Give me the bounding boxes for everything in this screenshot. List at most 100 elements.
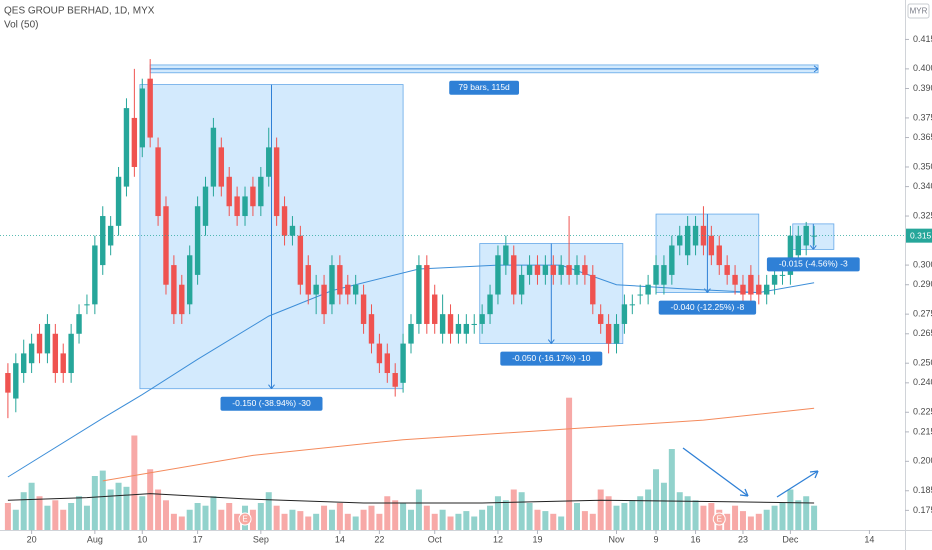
candle-body bbox=[21, 353, 27, 374]
candle-body bbox=[692, 225, 699, 246]
volume-bar bbox=[629, 500, 636, 530]
y-tick-label: 0.300 bbox=[913, 259, 932, 269]
volume-bar bbox=[439, 509, 446, 530]
volume-bar bbox=[12, 509, 19, 530]
volume-bar bbox=[494, 496, 501, 530]
volume-bar bbox=[226, 503, 233, 530]
measure-label: -0.015 (-4.56%) -3 bbox=[779, 259, 848, 269]
volume-bar bbox=[313, 513, 320, 530]
x-tick-label: 9 bbox=[654, 534, 659, 544]
candle-body bbox=[281, 206, 288, 236]
candle-body bbox=[795, 235, 801, 256]
candle-body bbox=[5, 373, 11, 393]
x-tick-label: 17 bbox=[193, 534, 203, 544]
candle-body bbox=[763, 284, 770, 295]
candle-body bbox=[756, 284, 762, 295]
candle-body bbox=[582, 265, 588, 275]
candle-body bbox=[669, 245, 675, 275]
candle-body bbox=[518, 274, 525, 295]
volume-bar bbox=[36, 496, 43, 530]
candle-body bbox=[297, 235, 304, 285]
plot-area bbox=[4, 59, 835, 530]
volume-bar bbox=[684, 496, 691, 530]
candle-body bbox=[76, 314, 82, 334]
volume-bar bbox=[692, 500, 699, 530]
volume-bar bbox=[131, 435, 138, 530]
x-tick-label: 10 bbox=[137, 534, 147, 544]
volume-bar bbox=[257, 503, 264, 530]
volume-bar bbox=[186, 509, 193, 530]
candle-body bbox=[708, 235, 715, 256]
volume-bar bbox=[289, 509, 296, 530]
candle-body bbox=[732, 274, 738, 285]
candle-body bbox=[424, 265, 430, 324]
candle-body bbox=[250, 186, 256, 207]
measure-label-bg bbox=[500, 351, 603, 366]
volume-bar bbox=[581, 511, 588, 530]
candle-body bbox=[242, 196, 248, 217]
candle-body bbox=[645, 284, 651, 295]
volume-bar bbox=[28, 482, 35, 530]
volume-bar bbox=[352, 516, 359, 530]
candle-body bbox=[661, 265, 667, 285]
candle-body bbox=[266, 147, 272, 177]
candle-body bbox=[60, 353, 66, 374]
currency-label: MYR bbox=[910, 7, 928, 16]
candle-body bbox=[771, 274, 778, 285]
y-tick-label: 0.375 bbox=[913, 112, 932, 122]
volume-bar bbox=[747, 516, 754, 530]
candle-body bbox=[289, 225, 296, 236]
y-tick-label: 0.325 bbox=[913, 210, 932, 220]
candle-body bbox=[779, 274, 786, 276]
volume-bar bbox=[613, 505, 620, 530]
candle-body bbox=[186, 255, 193, 305]
volume-bar bbox=[107, 489, 114, 530]
candle-body bbox=[36, 333, 43, 354]
candle-body bbox=[487, 294, 493, 315]
candle-body bbox=[337, 265, 343, 295]
candle-body bbox=[202, 186, 209, 226]
candle-body bbox=[392, 373, 398, 387]
candle-body bbox=[447, 314, 454, 334]
volume-bar bbox=[44, 505, 51, 530]
candle-body bbox=[68, 333, 74, 374]
y-tick-label: 0.390 bbox=[913, 83, 932, 93]
candle-body bbox=[100, 216, 106, 266]
candle-body bbox=[416, 265, 422, 324]
candle-body bbox=[597, 314, 604, 324]
volume-bar bbox=[178, 516, 185, 530]
volume-bar bbox=[811, 505, 818, 530]
candle-body bbox=[558, 265, 564, 275]
volume-bar bbox=[550, 513, 557, 530]
volume-bar bbox=[273, 505, 280, 530]
x-tick-label: 12 bbox=[493, 534, 503, 544]
candle-body bbox=[44, 323, 51, 354]
x-tick-label: 20 bbox=[27, 534, 37, 544]
y-tick-label: 0.215 bbox=[913, 426, 932, 436]
volume-bar bbox=[162, 500, 169, 530]
volume-bar bbox=[534, 509, 541, 530]
volume-bar bbox=[202, 505, 209, 530]
candle-body bbox=[811, 235, 817, 237]
volume-bar bbox=[763, 509, 770, 530]
candle-body bbox=[115, 176, 122, 226]
volume-bar bbox=[68, 503, 75, 530]
measure-label-bg bbox=[658, 300, 757, 315]
volume-bar bbox=[218, 509, 225, 530]
candle-body bbox=[368, 314, 375, 344]
volume-bar bbox=[645, 489, 652, 530]
volume-bar bbox=[423, 505, 430, 530]
candle-body bbox=[92, 245, 98, 305]
candle-body bbox=[305, 265, 311, 295]
candle-body bbox=[700, 225, 707, 246]
volume-bar bbox=[510, 489, 517, 530]
volume-bar bbox=[502, 500, 509, 530]
candle-body bbox=[352, 284, 359, 295]
candle-body bbox=[803, 225, 809, 246]
volume-bar bbox=[344, 513, 351, 530]
candle-body bbox=[684, 225, 691, 256]
volume-bar bbox=[123, 486, 130, 530]
candle-body bbox=[629, 304, 636, 306]
y-tick-label: 0.350 bbox=[913, 161, 932, 171]
trend-arrow bbox=[682, 447, 749, 497]
